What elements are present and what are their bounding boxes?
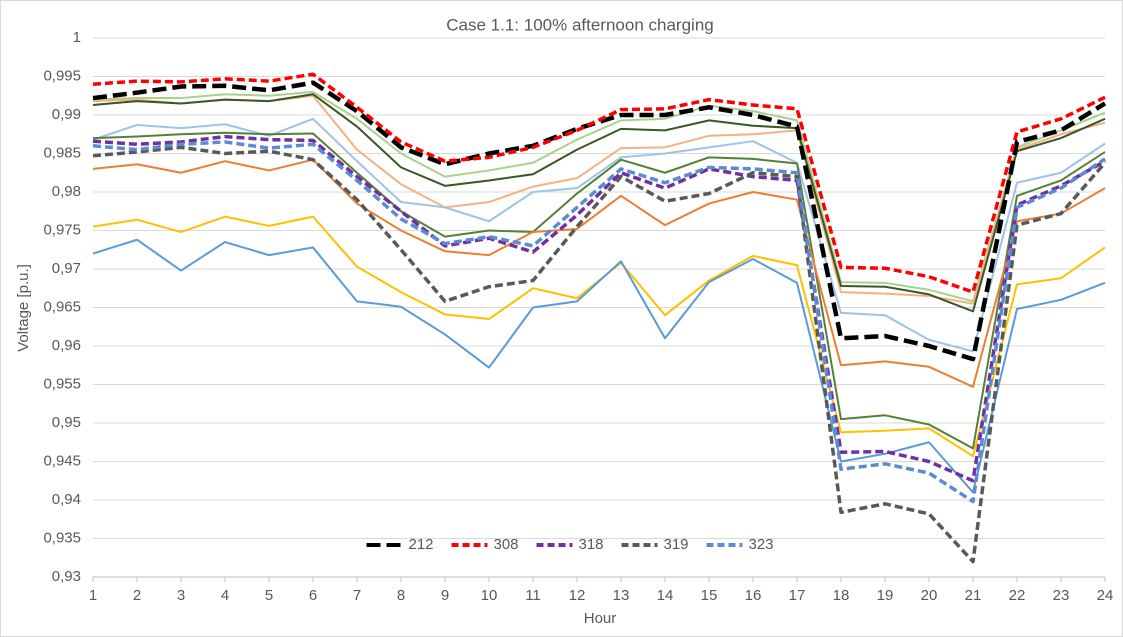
series-line [92, 134, 1106, 483]
legend-label: 323 [749, 536, 774, 553]
series-line [92, 90, 1106, 303]
y-tick-label: 0,995 [43, 67, 81, 84]
y-tick-label: 0,965 [43, 298, 81, 315]
series-line [92, 72, 1106, 294]
y-tick-label: 0,985 [43, 144, 81, 161]
series-line [92, 158, 1106, 388]
series-line [92, 80, 1107, 362]
y-tick-label: 0,94 [52, 491, 81, 508]
x-tick-label: 1 [89, 587, 97, 604]
y-tick-label: 0,96 [52, 337, 81, 354]
y-tick-label: 0,98 [52, 183, 81, 200]
legend-label: 318 [579, 536, 604, 553]
y-tick-label: 1 [73, 29, 81, 46]
y-axis-label: Voltage [p.u.] [15, 264, 32, 352]
x-tick-label: 21 [965, 587, 982, 604]
x-tick-label: 8 [397, 587, 405, 604]
y-tick-label: 0,97 [52, 260, 81, 277]
y-tick-label: 0,945 [43, 452, 81, 469]
y-tick-label: 0,935 [43, 529, 81, 546]
x-tick-label: 13 [613, 587, 630, 604]
legend-label: 308 [494, 536, 519, 553]
x-tick-label: 16 [745, 587, 762, 604]
x-tick-label: 4 [221, 587, 229, 604]
x-tick-label: 19 [877, 587, 894, 604]
x-tick-label: 5 [265, 587, 273, 604]
x-tick-label: 3 [177, 587, 185, 604]
series-line [92, 131, 1106, 450]
x-tick-label: 7 [353, 587, 361, 604]
x-tick-label: 14 [657, 587, 674, 604]
x-tick-label: 6 [309, 587, 317, 604]
x-tick-label: 20 [921, 587, 938, 604]
legend-label: 319 [664, 536, 689, 553]
x-tick-label: 23 [1053, 587, 1070, 604]
series-line [92, 145, 1107, 564]
chart-title: Case 1.1: 100% afternoon charging [446, 15, 713, 34]
series-line [92, 238, 1106, 494]
x-tick-label: 9 [441, 587, 449, 604]
x-axis-label: Hour [584, 610, 617, 627]
series-line [92, 140, 1106, 504]
series-line [92, 93, 1106, 313]
x-tick-label: 22 [1009, 587, 1026, 604]
y-tick-label: 0,99 [52, 106, 81, 123]
x-tick-label: 24 [1097, 587, 1114, 604]
y-tick-label: 0,975 [43, 221, 81, 238]
y-tick-label: 0,955 [43, 375, 81, 392]
legend-label: 212 [409, 536, 434, 553]
x-tick-label: 15 [701, 587, 718, 604]
y-tick-label: 0,95 [52, 414, 81, 431]
x-tick-label: 18 [833, 587, 850, 604]
x-tick-label: 2 [133, 587, 141, 604]
x-tick-label: 17 [789, 587, 806, 604]
x-tick-label: 10 [481, 587, 498, 604]
y-tick-label: 0,93 [52, 568, 81, 585]
x-tick-label: 12 [569, 587, 586, 604]
x-tick-label: 11 [525, 587, 541, 604]
